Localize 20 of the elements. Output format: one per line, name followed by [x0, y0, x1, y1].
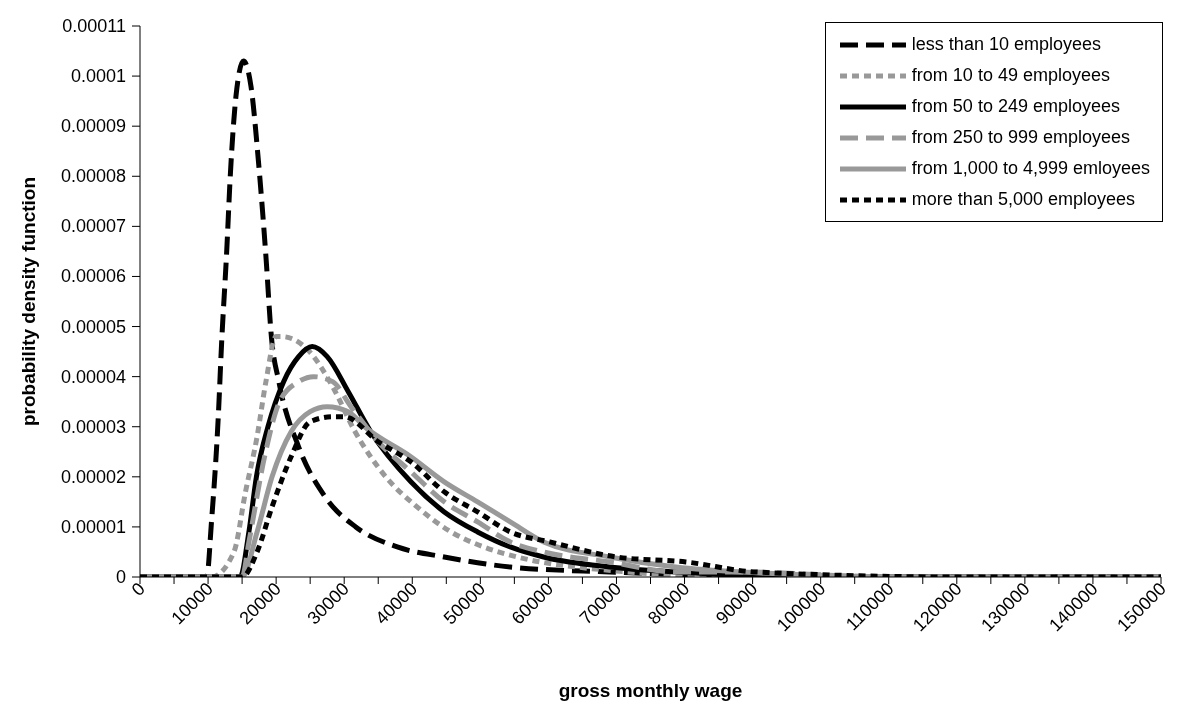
y-tick-label: 0.00007 [60, 216, 126, 237]
y-axis-title: probability density function [17, 176, 39, 427]
x-axis-title: gross monthly wage [558, 680, 743, 701]
y-tick-label: 0.00003 [60, 416, 126, 437]
legend-label: from 250 to 999 employees [911, 127, 1130, 148]
y-tick-label: 0.0001 [70, 66, 126, 87]
y-tick-label: 0.00006 [60, 266, 126, 287]
x-tick-label: 0 [127, 578, 149, 600]
legend-label: from 10 to 49 employees [911, 65, 1110, 86]
y-tick-label: 0.00008 [60, 166, 126, 187]
y-tick-label: 0.00009 [60, 116, 126, 137]
legend-label: from 1,000 to 4,999 emloyees [911, 158, 1150, 179]
legend-label: less than 10 employees [911, 34, 1101, 55]
y-tick-label: 0.00001 [60, 516, 126, 537]
legend-label: more than 5,000 employees [911, 189, 1135, 210]
y-tick-label: 0.00011 [62, 16, 126, 36]
y-tick-label: 0.00002 [60, 466, 126, 487]
legend-label: from 50 to 249 employees [911, 96, 1120, 117]
y-tick-label: 0.00004 [60, 366, 126, 387]
y-tick-label: 0.00005 [60, 316, 126, 337]
